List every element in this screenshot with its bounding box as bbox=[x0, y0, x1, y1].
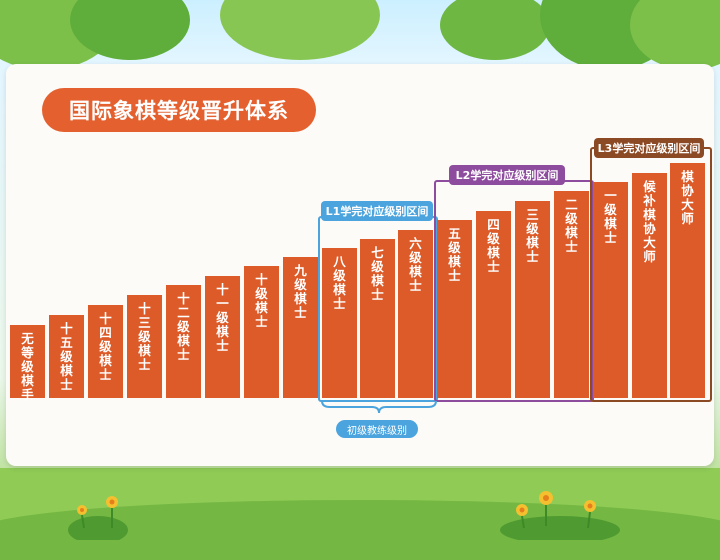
level-label: 五级棋士 bbox=[448, 226, 461, 283]
level-bar: 六级棋士 bbox=[398, 230, 433, 398]
level-label: 棋协大师 bbox=[681, 169, 694, 226]
level-bar: 十级棋士 bbox=[244, 266, 279, 398]
level-bar: 候补棋协大师 bbox=[632, 173, 667, 398]
flower-icon bbox=[500, 491, 620, 540]
level-label: 候补棋协大师 bbox=[643, 179, 656, 264]
level-label: 三级棋士 bbox=[526, 207, 539, 264]
level-label: 四级棋士 bbox=[487, 217, 500, 274]
level-label: 六级棋士 bbox=[409, 236, 422, 293]
level-label: 二级棋士 bbox=[565, 197, 578, 254]
level-bar: 五级棋士 bbox=[437, 220, 472, 398]
level-bar: 十三级棋士 bbox=[127, 295, 162, 398]
level-label: 无等级棋手 bbox=[21, 331, 34, 402]
level-label: 一级棋士 bbox=[604, 188, 617, 245]
level-bar: 七级棋士 bbox=[360, 239, 395, 398]
level-bar: 二级棋士 bbox=[554, 191, 589, 398]
level-label: 十五级棋士 bbox=[60, 321, 73, 392]
level-label: 九级棋士 bbox=[294, 263, 307, 320]
level-label: 十级棋士 bbox=[255, 272, 268, 329]
l3-range-tag: L3学完对应级别区间 bbox=[594, 138, 704, 158]
level-bar: 十五级棋士 bbox=[49, 315, 84, 398]
flower-icon bbox=[68, 496, 128, 540]
level-bar: 棋协大师 bbox=[670, 163, 705, 398]
l1-range-tag: L1学完对应级别区间 bbox=[321, 201, 433, 221]
l2-range-tag: L2学完对应级别区间 bbox=[449, 165, 565, 185]
coach-level-tag: 初级教练级别 bbox=[336, 420, 418, 438]
level-bar: 十二级棋士 bbox=[166, 285, 201, 398]
level-label: 十一级棋士 bbox=[216, 282, 229, 353]
level-bar: 无等级棋手 bbox=[10, 325, 45, 402]
level-label: 十三级棋士 bbox=[138, 301, 151, 372]
level-bar: 十四级棋士 bbox=[88, 305, 123, 398]
level-bar: 三级棋士 bbox=[515, 201, 550, 398]
level-bar: 八级棋士 bbox=[322, 248, 357, 398]
level-label: 八级棋士 bbox=[333, 254, 346, 311]
page-title: 国际象棋等级晋升体系 bbox=[42, 88, 316, 132]
level-label: 十四级棋士 bbox=[99, 311, 112, 382]
level-label: 十二级棋士 bbox=[177, 291, 190, 362]
level-bar: 九级棋士 bbox=[283, 257, 318, 398]
level-bar: 一级棋士 bbox=[593, 182, 628, 398]
level-label: 七级棋士 bbox=[371, 245, 384, 302]
coach-range-brace bbox=[321, 400, 437, 414]
level-bar: 十一级棋士 bbox=[205, 276, 240, 398]
tree-decoration bbox=[440, 0, 550, 60]
level-bar: 四级棋士 bbox=[476, 211, 511, 398]
